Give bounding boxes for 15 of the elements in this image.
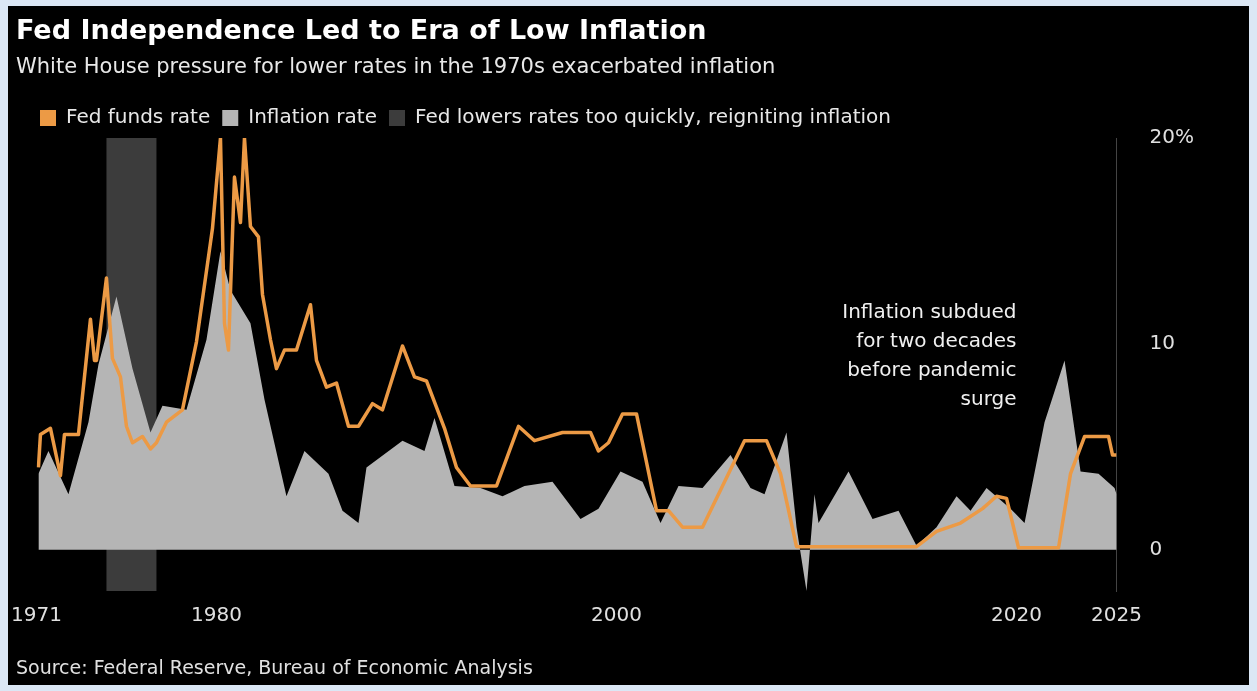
legend-label: Inflation rate [248,104,377,129]
y-tick-label: 10 [1149,330,1175,355]
legend-label: Fed lowers rates too quickly, reigniting inflation [414,104,891,129]
y-tick-label: 0 [1149,536,1163,561]
legend-label: Fed funds rate [66,104,211,129]
y-tick-label: 20% [1149,124,1194,149]
chart-subtitle: White House pressure for lower rates in the 1970s exacerbated inflation [16,54,776,78]
x-tick-label: 2020 [991,602,1042,627]
x-tick-label: 1980 [191,602,242,627]
x-tick-label: 2000 [591,602,642,627]
source-note: Source: Federal Reserve, Bureau of Economic Analysis [16,656,533,678]
x-tick-label: 1971 [11,602,62,627]
annotation: Inflation subdued for two decades before pandemic surge [842,298,1017,410]
x-tick-label: 2025 [1091,602,1142,627]
chart-title: Fed Independence Led to Era of Low Inflation [16,14,707,45]
